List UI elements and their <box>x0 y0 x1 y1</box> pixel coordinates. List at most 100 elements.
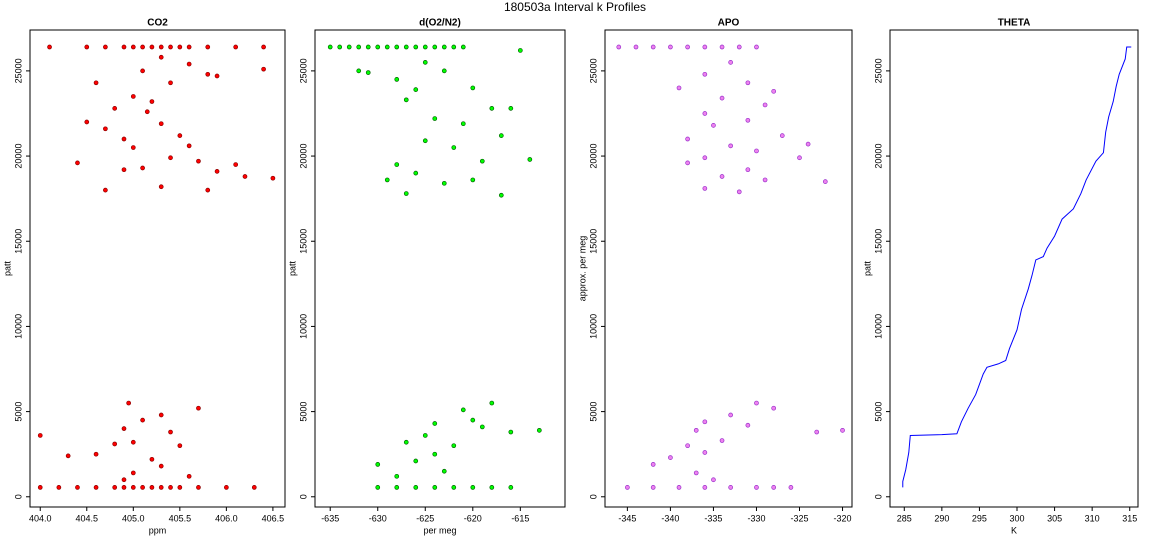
data-point <box>214 169 220 174</box>
data-point <box>432 451 438 457</box>
data-point <box>693 470 699 476</box>
x-tick-label: 406.5 <box>262 513 285 523</box>
data-point <box>754 400 759 406</box>
data-point <box>489 400 495 406</box>
data-point <box>685 44 690 50</box>
data-point <box>177 443 183 449</box>
data-point <box>121 426 127 431</box>
data-point <box>745 117 751 123</box>
data-point <box>186 44 192 50</box>
data-point <box>413 485 419 490</box>
data-point <box>498 133 504 138</box>
panel-title: THETA <box>998 18 1031 29</box>
data-point <box>788 485 794 490</box>
y-tick-label: 0 <box>298 494 308 499</box>
data-point <box>242 174 248 179</box>
data-point <box>702 111 708 116</box>
data-point <box>413 458 419 464</box>
data-point <box>261 66 266 72</box>
data-point <box>121 167 127 173</box>
data-point <box>168 429 173 435</box>
data-point <box>508 429 514 435</box>
data-point <box>470 417 476 423</box>
data-point <box>126 400 131 406</box>
data-point <box>103 44 108 50</box>
data-point <box>158 184 164 190</box>
data-point <box>441 180 447 186</box>
plot-frame <box>29 29 286 508</box>
data-point <box>702 450 708 455</box>
data-point <box>121 477 127 483</box>
x-tick-label: -625 <box>416 513 434 523</box>
data-point <box>196 158 201 164</box>
data-point <box>394 77 400 82</box>
data-point <box>527 157 533 162</box>
data-point <box>130 485 136 490</box>
data-point <box>149 99 155 104</box>
data-point <box>432 485 438 490</box>
data-point <box>205 71 211 77</box>
data-point <box>384 44 390 50</box>
data-point <box>451 44 457 50</box>
data-point <box>460 407 466 413</box>
y-axis-label: patt <box>862 260 872 276</box>
data-point <box>676 85 682 91</box>
data-point <box>186 473 192 479</box>
data-point <box>451 145 457 150</box>
data-point <box>168 155 173 161</box>
x-tick-label: 305 <box>1047 513 1062 523</box>
data-point <box>224 485 229 490</box>
data-point <box>650 44 656 50</box>
x-axis-label: per meg <box>423 525 456 535</box>
data-point <box>140 68 145 74</box>
x-tick-label: -325 <box>790 513 808 523</box>
data-point <box>205 187 211 193</box>
data-point <box>650 462 656 467</box>
x-tick-label: 404.5 <box>76 513 99 523</box>
x-tick-label: -340 <box>661 513 679 523</box>
data-point <box>140 165 145 171</box>
data-point <box>470 485 476 490</box>
data-point <box>702 485 708 490</box>
y-axis-label: patt <box>287 260 297 276</box>
y-tick-label: 25000 <box>873 58 883 83</box>
x-axis-label: ppm <box>149 525 167 535</box>
x-tick-label: -635 <box>321 513 339 523</box>
data-point <box>728 143 734 149</box>
data-point <box>37 433 43 438</box>
y-tick-label: 15000 <box>298 229 308 254</box>
data-point <box>375 44 381 50</box>
data-point <box>112 485 118 490</box>
data-point <box>384 177 390 183</box>
x-tick-label: 405.0 <box>122 513 145 523</box>
data-point <box>93 451 99 457</box>
data-point <box>754 148 759 154</box>
data-point <box>130 44 136 50</box>
y-tick-label: 10000 <box>13 314 23 339</box>
y-tick-label: 5000 <box>588 402 598 422</box>
data-point <box>422 60 428 65</box>
data-point <box>121 485 127 490</box>
data-point <box>177 133 183 138</box>
y-tick-label: 5000 <box>298 402 308 422</box>
data-point <box>47 44 52 50</box>
y-tick-label: 5000 <box>873 402 883 422</box>
data-point <box>728 412 734 418</box>
data-point <box>168 485 173 490</box>
data-point <box>685 443 690 449</box>
y-tick-label: 15000 <box>873 229 883 254</box>
data-point <box>702 155 708 161</box>
data-point <box>413 44 419 50</box>
data-point <box>394 44 400 50</box>
y-tick-label: 10000 <box>873 314 883 339</box>
y-tick-label: 5000 <box>13 402 23 422</box>
data-point <box>149 485 155 490</box>
data-point <box>158 485 164 490</box>
data-point <box>158 412 164 418</box>
y-tick-label: 20000 <box>873 144 883 169</box>
data-point <box>403 44 409 50</box>
data-point <box>270 175 276 181</box>
data-point <box>771 405 777 411</box>
data-point <box>814 429 820 435</box>
data-point <box>840 427 845 433</box>
